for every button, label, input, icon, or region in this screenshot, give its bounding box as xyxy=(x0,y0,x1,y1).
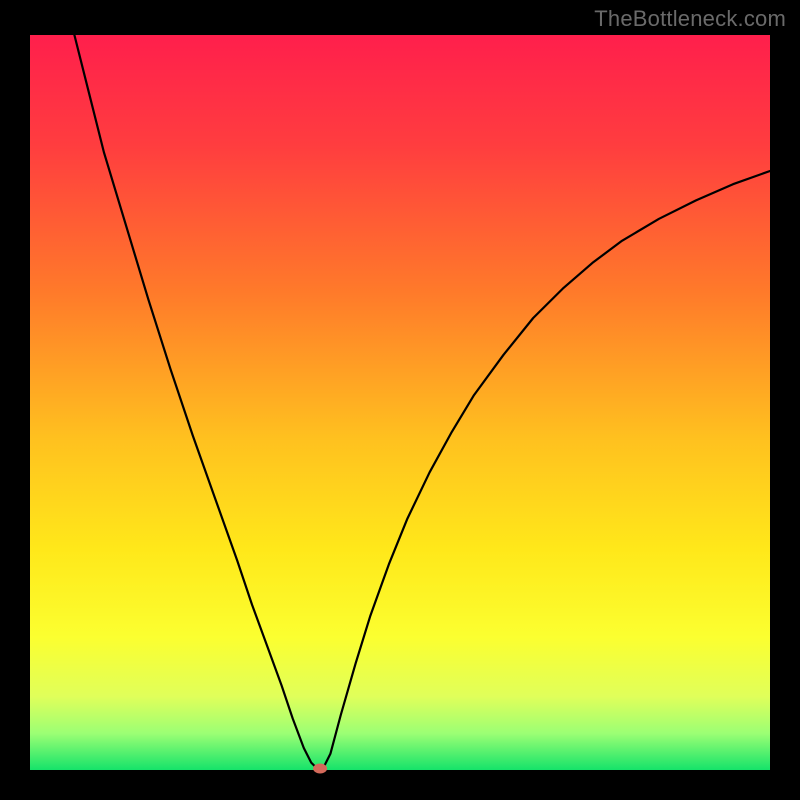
chart-background xyxy=(30,35,770,770)
bottleneck-chart xyxy=(0,0,800,800)
optimal-point-marker xyxy=(313,764,327,774)
chart-frame: { "watermark": { "text": "TheBottleneck.… xyxy=(0,0,800,800)
